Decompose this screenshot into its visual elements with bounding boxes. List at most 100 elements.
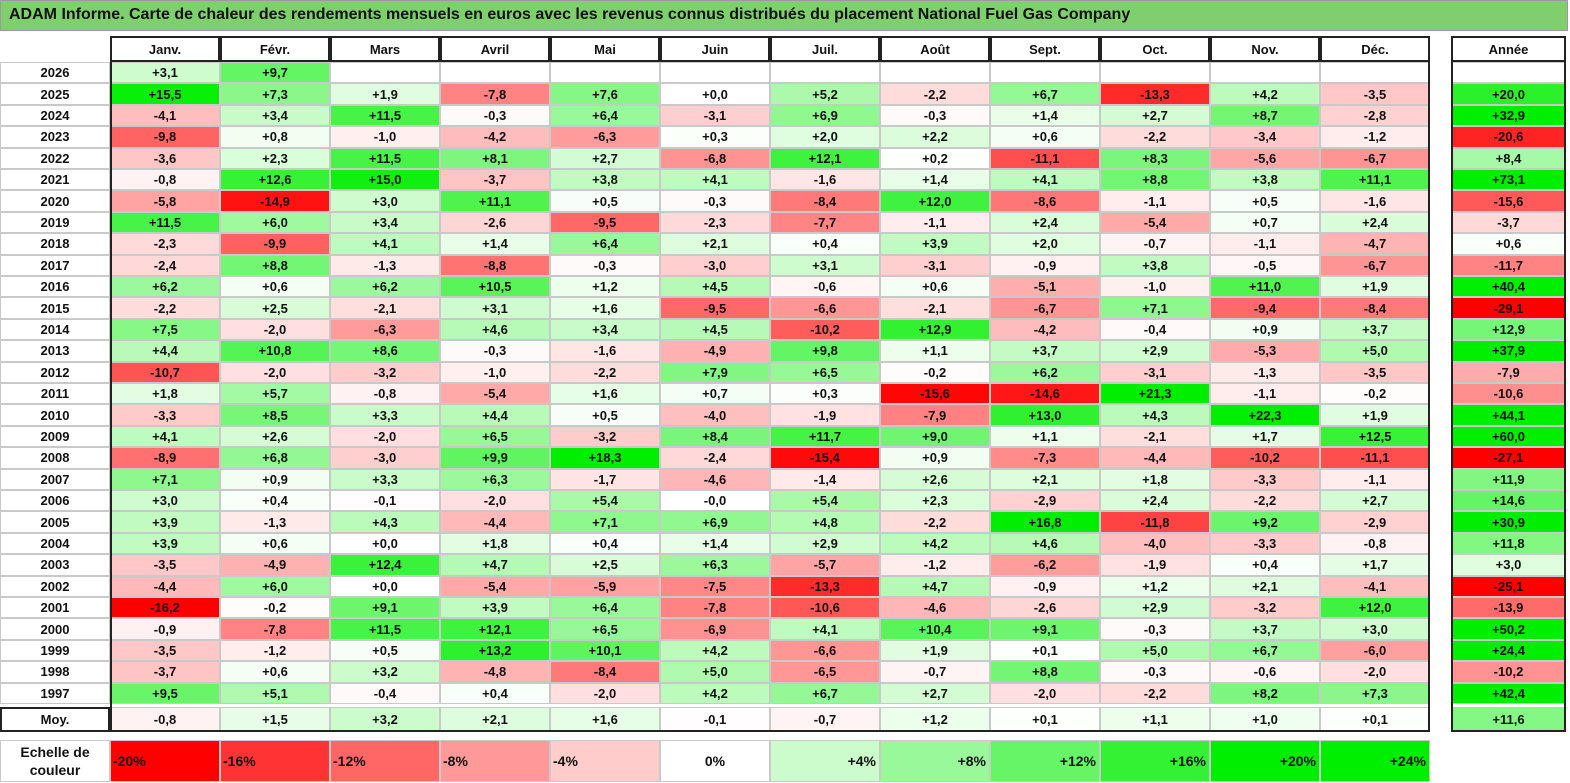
heatmap-cell: -0,3 xyxy=(1100,661,1210,683)
heatmap-cell: +4,4 xyxy=(110,340,220,362)
month-header: Avril xyxy=(440,36,550,62)
heatmap-cell: +2,2 xyxy=(880,126,990,148)
heatmap-cell: -0,0 xyxy=(660,490,770,512)
heatmap-grid: Janv. Févr. Mars Avril Mai Juin Juil. Août Sept.… xyxy=(0,36,1430,734)
heatmap-cell: +2,1 xyxy=(660,233,770,255)
color-scale-stop: -4% xyxy=(550,740,660,782)
heatmap-cell: +4,2 xyxy=(660,682,770,704)
heatmap-cell: +9,2 xyxy=(1210,511,1320,533)
annual-average-cell: +11,6 xyxy=(1451,707,1566,733)
heatmap-cell: +0,6 xyxy=(220,661,330,683)
heatmap-cell: -7,8 xyxy=(660,597,770,619)
heatmap-cell: +8,8 xyxy=(220,254,330,276)
annual-cell: +11,8 xyxy=(1451,532,1566,555)
heatmap-cell: +3,2 xyxy=(330,661,440,683)
annual-header: Année xyxy=(1451,36,1566,62)
annual-cell: -10,2 xyxy=(1451,661,1566,683)
heatmap-cell: +1,7 xyxy=(1320,554,1430,576)
heatmap-cell: +5,4 xyxy=(770,490,880,512)
heatmap-cell: -1,2 xyxy=(880,554,990,576)
heatmap-cell: +1,4 xyxy=(990,104,1100,127)
heatmap-cell: +2,4 xyxy=(1320,211,1430,234)
heatmap-cell: +18,3 xyxy=(550,447,660,469)
heatmap-cell: +6,5 xyxy=(440,425,550,448)
year-label: 2020 xyxy=(0,190,110,212)
annual-cell xyxy=(1451,62,1566,84)
annual-cell: +0,6 xyxy=(1451,233,1566,255)
heatmap-cell: +1,8 xyxy=(110,383,220,405)
heatmap-cell: +8,4 xyxy=(660,425,770,448)
color-scale-stop: +4% xyxy=(770,740,880,782)
heatmap-cell: -2,0 xyxy=(220,361,330,383)
heatmap-cell: -0,9 xyxy=(990,575,1100,597)
heatmap-cell: +0,1 xyxy=(990,639,1100,662)
heatmap-cell: +3,8 xyxy=(1210,169,1320,191)
heatmap-cell xyxy=(1210,62,1320,84)
color-scale-stop: +8% xyxy=(880,740,990,782)
heatmap-cell: -1,7 xyxy=(550,468,660,490)
annual-cell: +8,4 xyxy=(1451,147,1566,169)
heatmap-cell: +11,0 xyxy=(1210,276,1320,298)
average-cell: +1,1 xyxy=(1100,707,1210,733)
heatmap-cell: +12,1 xyxy=(440,618,550,640)
heatmap-cell: +2,7 xyxy=(1100,104,1210,127)
heatmap-cell: -4,8 xyxy=(440,661,550,683)
heatmap-cell: -3,0 xyxy=(660,254,770,276)
heatmap-cell: -1,1 xyxy=(1210,233,1320,255)
heatmap-cell: +3,8 xyxy=(550,169,660,191)
heatmap-cell: -3,5 xyxy=(110,554,220,576)
heatmap-cell: -3,1 xyxy=(660,104,770,127)
heatmap-cell: +1,4 xyxy=(880,169,990,191)
color-scale-label: Echelle de couleur xyxy=(0,740,110,782)
heatmap-cell: -3,0 xyxy=(330,447,440,469)
heatmap-cell: +8,8 xyxy=(1100,169,1210,191)
heatmap-cell: -4,0 xyxy=(660,404,770,426)
heatmap-cell: +0,2 xyxy=(880,147,990,169)
year-label: 2025 xyxy=(0,83,110,105)
heatmap-cell: -5,3 xyxy=(1210,340,1320,362)
heatmap-cell: -3,7 xyxy=(110,661,220,683)
annual-cell: -3,7 xyxy=(1451,211,1566,234)
heatmap-cell: -10,2 xyxy=(1210,447,1320,469)
heatmap-cell: +7,9 xyxy=(660,361,770,383)
heatmap-cell: +6,2 xyxy=(990,361,1100,383)
heatmap-cell: +2,6 xyxy=(880,468,990,490)
month-header: Nov. xyxy=(1210,36,1320,62)
heatmap-cell: +11,7 xyxy=(770,425,880,448)
color-scale-stop: -12% xyxy=(330,740,440,782)
heatmap-cell: -2,9 xyxy=(990,490,1100,512)
heatmap-cell: +9,8 xyxy=(770,340,880,362)
average-cell: +1,6 xyxy=(550,707,660,733)
heatmap-cell: -0,4 xyxy=(1100,318,1210,341)
heatmap-cell: +7,1 xyxy=(110,468,220,490)
heatmap-cell: +0,0 xyxy=(330,532,440,555)
annual-cell: -10,6 xyxy=(1451,383,1566,405)
heatmap-cell: -1,3 xyxy=(220,511,330,533)
heatmap-cell: +3,4 xyxy=(330,211,440,234)
heatmap-cell: -3,1 xyxy=(1100,361,1210,383)
heatmap-cell: +2,6 xyxy=(220,425,330,448)
heatmap-cell: +3,1 xyxy=(110,62,220,84)
heatmap-cell: -6,9 xyxy=(660,618,770,640)
year-label: 2022 xyxy=(0,147,110,169)
heatmap-cell: -8,9 xyxy=(110,447,220,469)
heatmap-cell: +2,0 xyxy=(770,126,880,148)
heatmap-cell: +5,0 xyxy=(1320,340,1430,362)
annual-cell: -29,1 xyxy=(1451,297,1566,319)
color-scale-stop: -8% xyxy=(440,740,550,782)
heatmap-cell: +1,4 xyxy=(440,233,550,255)
heatmap-cell: -5,8 xyxy=(110,190,220,212)
heatmap-cell: +16,8 xyxy=(990,511,1100,533)
heatmap-cell: -0,2 xyxy=(220,597,330,619)
heatmap-cell: -1,2 xyxy=(220,639,330,662)
heatmap-cell: +8,1 xyxy=(440,147,550,169)
heatmap-cell: -3,3 xyxy=(1210,532,1320,555)
heatmap-cell: -1,0 xyxy=(440,361,550,383)
heatmap-cell: -8,4 xyxy=(550,661,660,683)
heatmap-cell xyxy=(1100,62,1210,84)
heatmap-cell: +7,3 xyxy=(1320,682,1430,704)
year-label: 2017 xyxy=(0,254,110,276)
heatmap-cell: -0,8 xyxy=(1320,532,1430,555)
heatmap-cell: +7,1 xyxy=(1100,297,1210,319)
heatmap-cell: +6,8 xyxy=(220,447,330,469)
